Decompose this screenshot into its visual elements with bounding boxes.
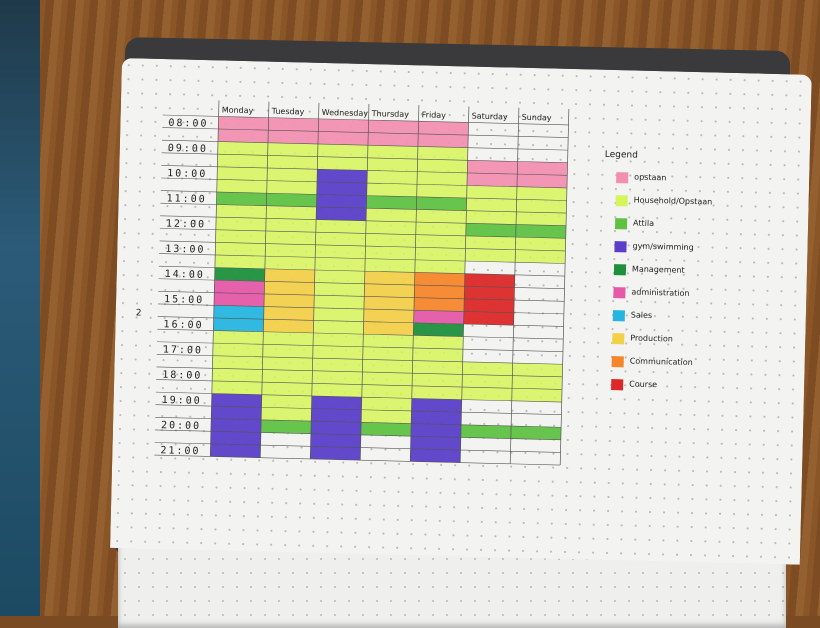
legend-swatch xyxy=(615,218,627,229)
day-header: Friday xyxy=(422,110,447,120)
schedule-block-gym xyxy=(210,393,262,457)
schedule-block-atila xyxy=(511,426,561,440)
schedule-block-atila xyxy=(361,422,411,436)
schedule-block-atila xyxy=(461,425,511,439)
legend-label: Sales xyxy=(631,311,653,321)
legend-swatch xyxy=(612,333,624,344)
legend-swatch xyxy=(612,356,624,367)
legend-swatch xyxy=(616,195,628,206)
legend-label: gym/swimming xyxy=(632,242,693,252)
schedule-block-atila xyxy=(266,193,316,207)
schedule-block-household xyxy=(462,362,513,401)
legend-swatch xyxy=(614,241,626,252)
legend-swatch xyxy=(613,287,625,298)
hour-label: 11:00 xyxy=(166,193,206,205)
day-header: Saturday xyxy=(472,112,509,122)
hour-label: 14:00 xyxy=(165,269,205,281)
legend-title: Legend xyxy=(605,150,638,161)
hour-label: 09:00 xyxy=(168,143,208,155)
schedule-block-production xyxy=(363,271,415,335)
schedule-block-household xyxy=(265,206,317,270)
schedule-block-administration xyxy=(414,310,464,324)
hour-label: 20:00 xyxy=(161,420,201,432)
schedule-block-atila xyxy=(416,197,466,211)
day-header: Sunday xyxy=(522,113,552,123)
hour-label: 16:00 xyxy=(163,319,203,331)
schedule-block-household xyxy=(415,209,467,273)
hour-label: 18:00 xyxy=(162,370,202,382)
schedule-block-atila xyxy=(216,192,266,206)
day-header: Monday xyxy=(222,105,254,115)
legend-label: Attila xyxy=(633,219,654,229)
legend-swatch xyxy=(616,172,628,183)
schedule-block-household xyxy=(365,208,417,272)
legend-swatch xyxy=(613,310,625,321)
legend-swatch xyxy=(611,379,623,390)
legend-label: Course xyxy=(629,379,657,389)
day-header: Wednesday xyxy=(322,108,369,118)
schedule-block-gym xyxy=(410,398,462,462)
schedule-block-atila xyxy=(366,196,416,210)
schedule-block-household xyxy=(412,335,464,399)
hour-label: 15:00 xyxy=(164,294,204,306)
hour-label: 12:00 xyxy=(166,219,206,231)
hour-label: 21:00 xyxy=(160,445,200,457)
day-header: Tuesday xyxy=(271,107,305,117)
legend-label: administration xyxy=(631,288,689,298)
schedule-block-household xyxy=(215,205,267,269)
hour-label: 13:00 xyxy=(165,244,205,256)
schedule-block-production xyxy=(263,269,315,333)
legend-label: Household/Opstaan xyxy=(634,196,713,207)
schedule-block-atila xyxy=(516,224,566,238)
schedule-block-household xyxy=(512,363,563,402)
hour-label: 08:00 xyxy=(168,118,208,130)
legend-label: Production xyxy=(630,334,673,344)
legend-label: Communication xyxy=(630,356,693,367)
schedule-block-household xyxy=(212,331,264,395)
schedule-block-atila xyxy=(466,223,516,237)
hour-label: 19:00 xyxy=(162,395,202,407)
hour-label: 17:00 xyxy=(163,344,203,356)
schedule-block-gym xyxy=(310,396,362,460)
schedule-block-communication xyxy=(414,272,465,311)
page-number: 2 xyxy=(136,308,142,318)
day-header: Thursday xyxy=(371,109,410,119)
schedule-block-household xyxy=(466,185,517,224)
legend-label: opstaan xyxy=(634,173,666,183)
legend-label: Management xyxy=(632,265,685,275)
legend-swatch xyxy=(614,264,626,275)
schedule-block-atila xyxy=(261,420,311,434)
hour-label: 10:00 xyxy=(167,168,207,180)
schedule-block-management xyxy=(215,268,265,282)
schedule-block-management xyxy=(413,323,463,337)
schedule-block-household xyxy=(516,187,567,226)
